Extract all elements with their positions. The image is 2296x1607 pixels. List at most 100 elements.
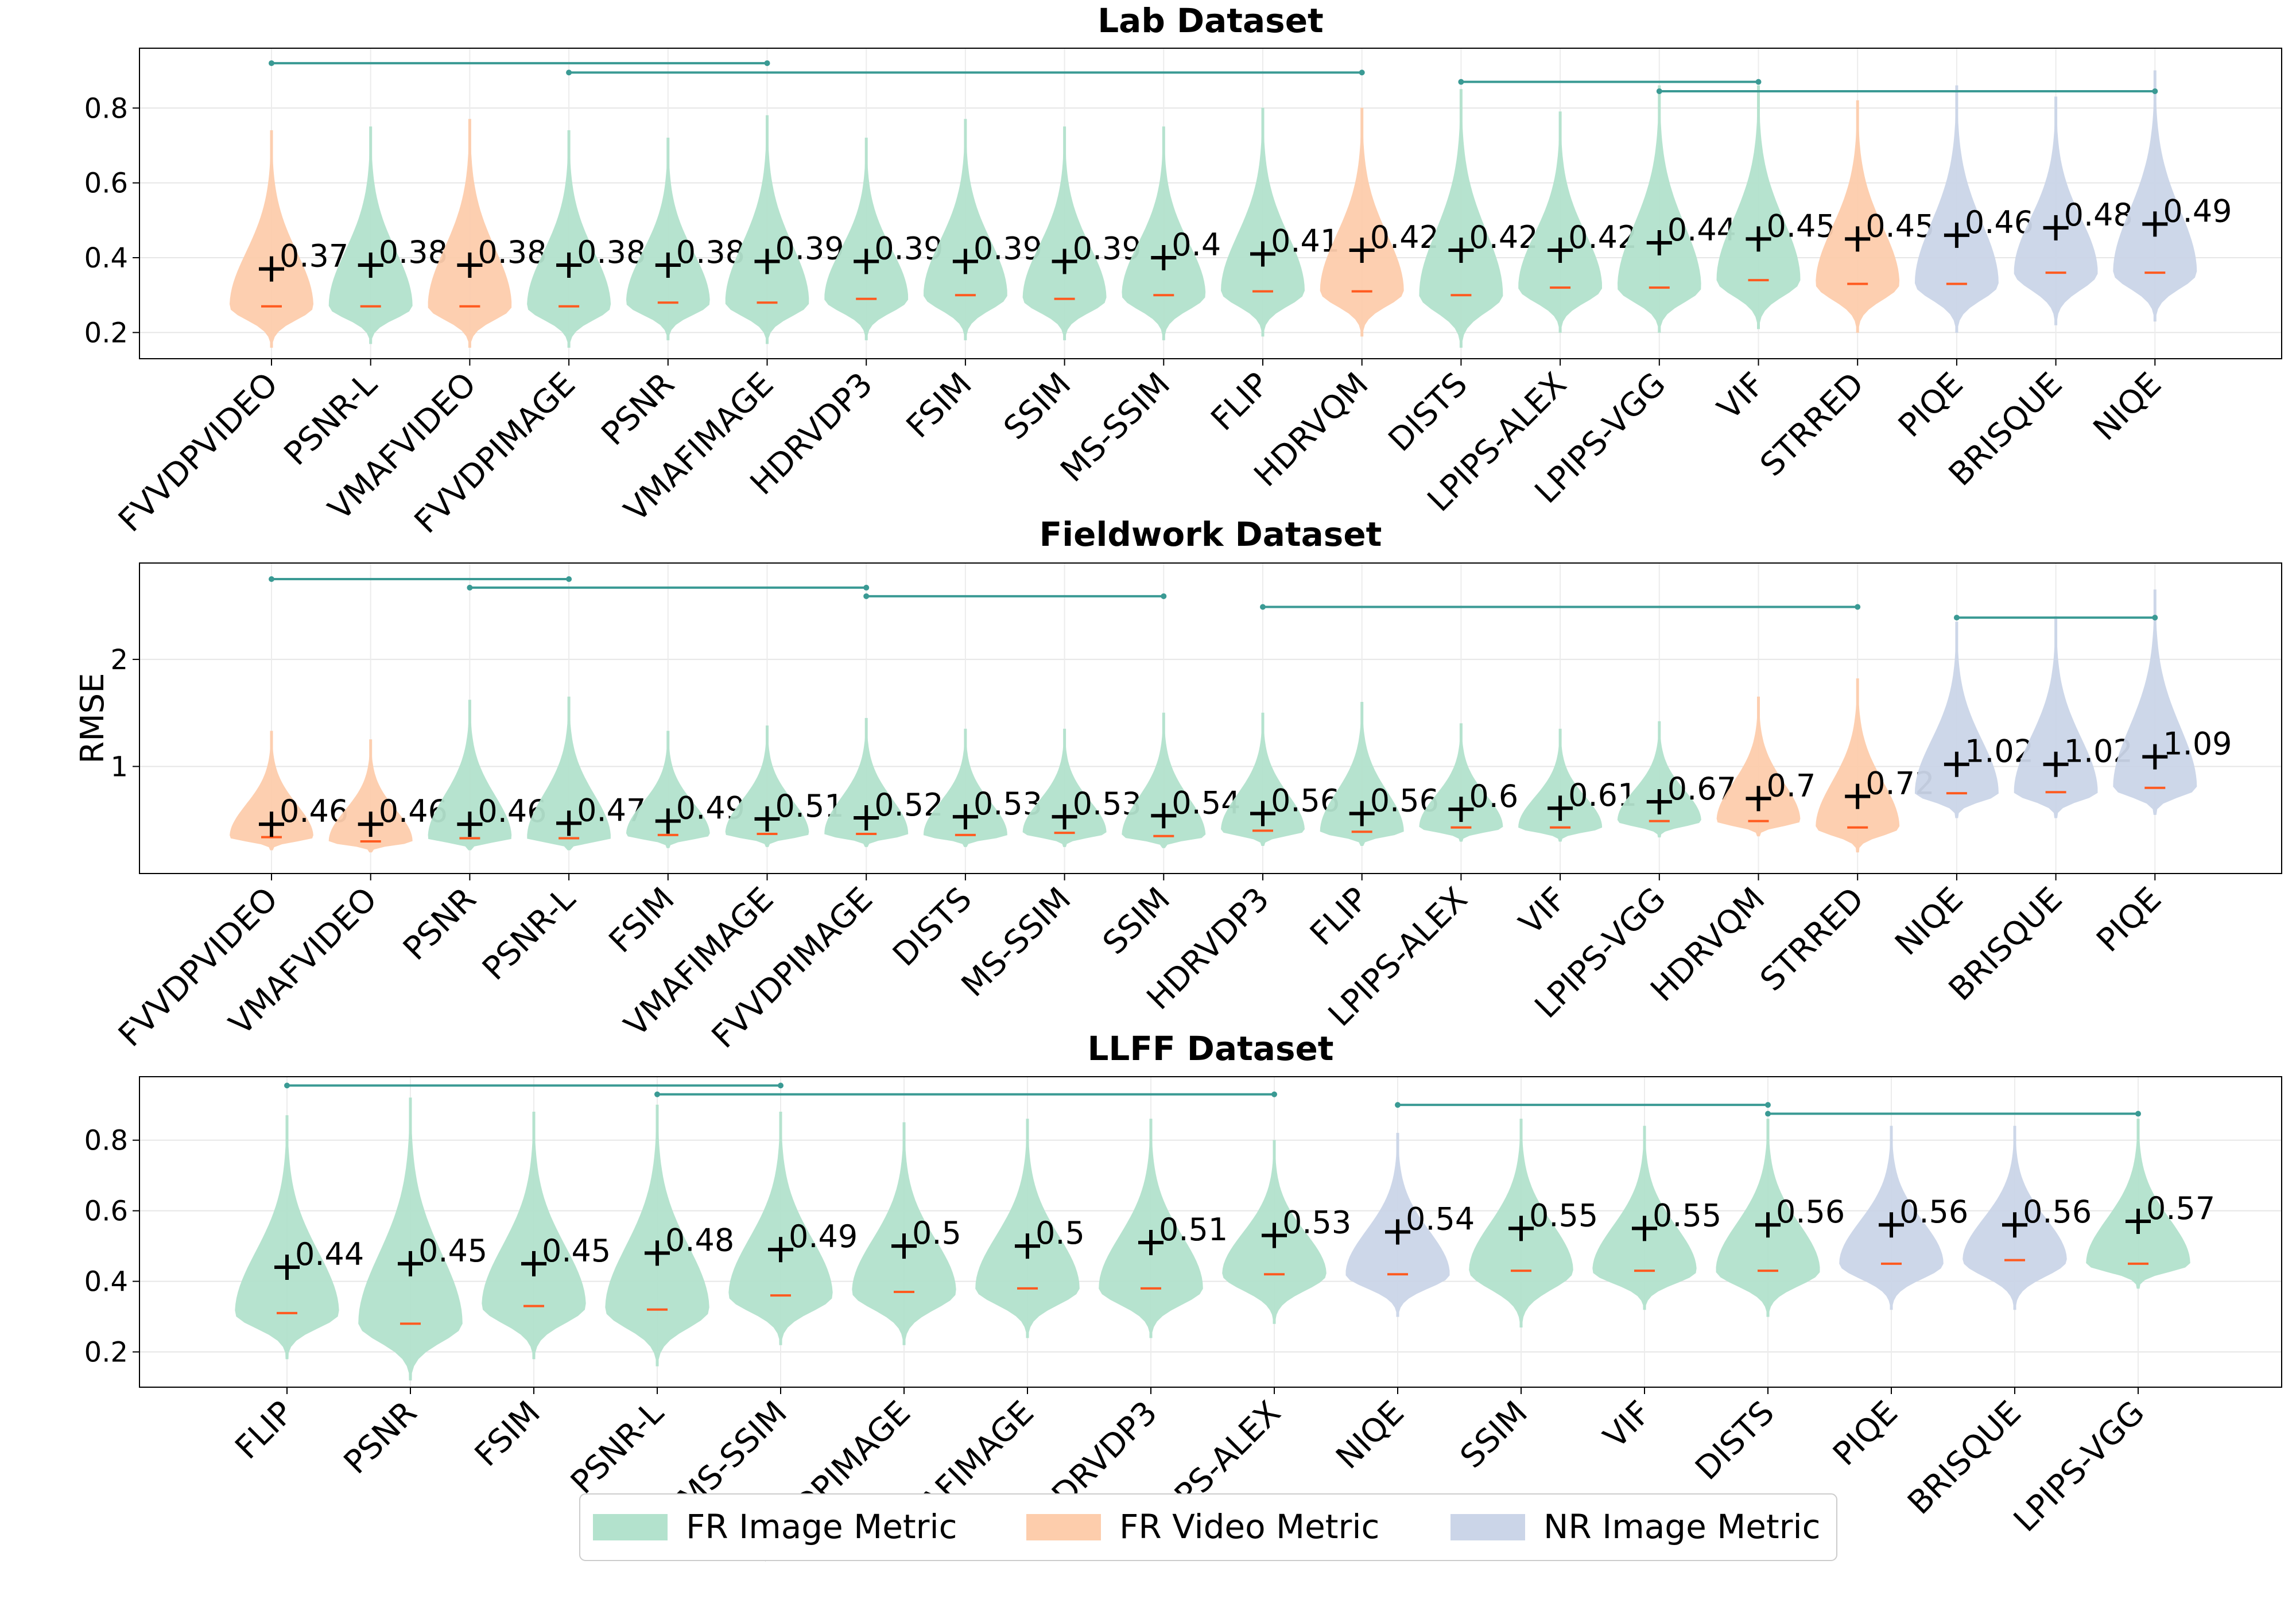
violin-vmafvideo [428,119,512,348]
x-tick-label: FSIM [468,1394,548,1474]
violin-brisque [2014,616,2098,818]
x-tick-label: VIF [1711,366,1773,428]
y-tick-label: 0.2 [84,317,128,349]
y-tick-label: 2 [110,644,128,676]
y-tick-label: 0.6 [84,1195,128,1228]
x-tick-label: FSIM [899,366,979,445]
mean-label: 0.42 [1469,219,1538,255]
y-tick-label: 0.6 [84,168,128,200]
x-tick-label: NIQE [1888,880,1970,962]
mean-label: 0.46 [1965,204,2034,240]
x-tick-label: FLIP [1204,366,1277,438]
violin-vmafimage [975,1119,1080,1338]
violin-hdrvdp3 [1099,1119,1203,1338]
bracket-end-dot [1656,88,1662,94]
bracket-end-dot [2152,88,2158,94]
x-tick-label: SSIM [1096,880,1177,962]
violin-lpips-vgg [2086,1119,2190,1289]
bracket-end-dot [1271,1091,1277,1097]
violin-hdrvdp3 [824,137,909,340]
violin-lpips-alex [1419,723,1503,842]
x-tick-label: NIQE [2086,366,2169,448]
legend-label: FR Image Metric [686,1507,957,1546]
violin-flip [235,1115,339,1360]
x-tick-label: PSNR [396,880,483,968]
violin-lpips-vgg [1617,721,1701,838]
legend-label: NR Image Metric [1543,1507,1821,1546]
mean-label: 0.5 [912,1215,961,1251]
violin-piqe [1914,85,1999,333]
bracket-end-dot [1161,593,1167,599]
bracket-end-dot [863,584,870,591]
violin-strred [1816,678,1900,853]
mean-label: 0.7 [1767,767,1816,804]
x-tick-label: FLIP [228,1394,301,1466]
x-tick-label: PSNR [337,1394,424,1481]
violin-flip [1220,107,1305,337]
bracket-end-dot [764,60,770,67]
violin-vmafimage [725,725,809,847]
bracket-end-dot [1260,604,1266,610]
x-tick-label: STRRED [1753,880,1871,999]
mean-label: 0.49 [789,1218,858,1255]
y-tick-label: 0.4 [84,1266,128,1298]
violin-strred [1816,100,1900,333]
bracket-end-dot [284,1082,290,1089]
panel-title: Lab Dataset [1097,1,1324,40]
x-tick-label: PIQE [1826,1394,1905,1473]
mean-label: 0.41 [1271,223,1340,259]
mean-label: 0.4 [1172,227,1221,263]
violin-ms-ssim [1122,126,1206,340]
bracket-end-dot [1755,79,1762,85]
violin-vif [1716,85,1801,329]
violin-ms-ssim [1022,728,1107,847]
mean-label: 0.57 [2146,1190,2215,1226]
bracket-end-dot [566,576,572,582]
violin-fvvdpimage [527,130,611,348]
y-tick-label: 0.2 [84,1337,128,1369]
mean-label: 0.42 [1370,219,1439,255]
bracket-end-dot [1359,69,1365,76]
bracket-end-dot [1855,604,1861,610]
x-tick-label: VIF [1512,880,1574,942]
mean-label: 0.48 [665,1222,734,1258]
legend-label: FR Video Metric [1119,1507,1379,1546]
violin-ssim [1022,126,1107,340]
x-tick-label: FVVDPVIDEO [111,366,285,539]
bracket-end-dot [1395,1102,1401,1108]
violin-ssim [1122,712,1206,848]
violin-fvvdpvideo [229,130,314,348]
legend-swatch [1026,1514,1101,1540]
mean-label: 0.49 [2163,193,2232,229]
y-tick-label: 0.8 [84,1125,128,1157]
bracket-end-dot [1458,79,1464,85]
mean-label: 0.56 [1776,1194,1845,1230]
x-tick-label: PIQE [2089,880,2169,960]
chart-panel-0: 0.20.40.60.80.37FVVDPVIDEO0.38PSNR-L0.38… [84,1,2282,541]
mean-label: 0.55 [1529,1197,1598,1233]
bracket-end-dot [2135,1111,2141,1117]
x-tick-label: LPIPS-VGG [2007,1394,2152,1539]
bracket-end-dot [2152,615,2158,621]
mean-label: 0.53 [1282,1205,1351,1241]
bracket-end-dot [467,584,473,591]
x-tick-label: PSNR-L [475,880,583,988]
chart-panel-1: 120.46FVVDPVIDEO0.46VMAFVIDEO0.46PSNR0.4… [74,515,2282,1055]
x-tick-label: PSNR [595,366,682,453]
mean-label: 0.51 [1159,1212,1228,1248]
violin-brisque [2014,96,2098,325]
mean-label: 1.09 [2163,726,2232,762]
mean-label: 0.38 [478,234,546,270]
legend-swatch [1450,1514,1525,1540]
mean-label: 0.39 [974,231,1042,267]
mean-label: 0.38 [577,234,646,270]
bracket-end-dot [1765,1102,1771,1108]
chart-panel-2: 0.2 0.4 0.6 0.8 0.44 FLIP 0.45 PSNR 0.45 FSIM 0.48… [84,1029,2282,1569]
axes-frame [139,562,2282,874]
legend-frame [579,1493,1837,1561]
violin-lpips-vgg [1617,85,1701,333]
violin-psnr-l [527,696,611,851]
violin-hdrvqm [1320,107,1404,337]
mean-label: 0.37 [280,238,348,274]
violin-ms-ssim [728,1112,833,1345]
